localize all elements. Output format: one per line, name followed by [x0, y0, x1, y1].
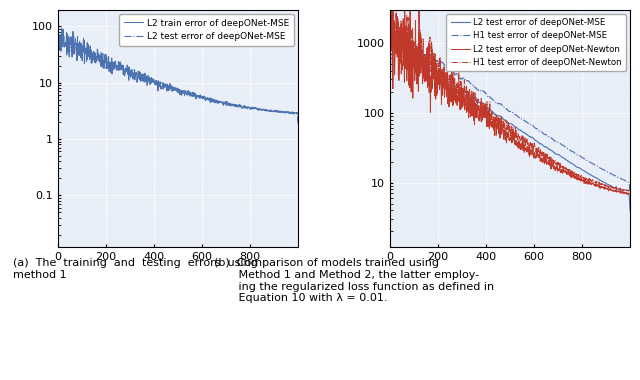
Legend: L2 train error of deepONet-MSE, L2 test error of deepONet-MSE: L2 train error of deepONet-MSE, L2 test … — [119, 14, 294, 46]
H1 test error of deepONet-Newton — [411, 58, 419, 62]
L2 test error of deepONet-MSE — [54, 56, 61, 61]
L2 train error of deepONet-MSE — [293, 111, 301, 116]
Line: L2 test error of deepONet-Newton: L2 test error of deepONet-Newton — [390, 6, 630, 194]
H1 test error of deepONet-Newton — [388, 2, 396, 6]
L2 test error of deepONet-MSE — [492, 112, 500, 117]
L2 test error of deepONet-MSE — [241, 105, 249, 109]
L2 test error of deepONet-Newton — [386, 77, 394, 82]
L2 test error of deepONet-MSE — [160, 82, 168, 87]
L2 test error of deepONet-Newton — [551, 168, 559, 173]
H1 test error of deepONet-Newton — [386, 5, 394, 10]
L2 test error of deepONet-Newton — [573, 177, 581, 182]
H1 test error of deepONet-MSE — [411, 40, 419, 44]
Legend: L2 test error of deepONet-MSE, H1 test error of deepONet-MSE, L2 test error of d: L2 test error of deepONet-MSE, H1 test e… — [447, 14, 626, 71]
L2 train error of deepONet-MSE — [241, 106, 249, 111]
L2 test error of deepONet-MSE — [578, 167, 586, 172]
L2 test error of deepONet-MSE — [388, 37, 396, 42]
Line: L2 train error of deepONet-MSE: L2 train error of deepONet-MSE — [58, 24, 298, 114]
L2 train error of deepONet-MSE — [246, 105, 253, 109]
H1 test error of deepONet-Newton — [573, 174, 581, 179]
L2 test error of deepONet-MSE — [246, 105, 253, 110]
H1 test error of deepONet-MSE — [578, 155, 586, 160]
H1 test error of deepONet-Newton — [492, 115, 500, 120]
Text: (a)  The  training  and  testing  errors  using
method 1: (a) The training and testing errors usin… — [13, 258, 257, 280]
H1 test error of deepONet-Newton — [623, 189, 630, 193]
L2 test error of deepONet-MSE — [386, 64, 394, 68]
L2 test error of deepONet-MSE — [294, 123, 302, 128]
L2 test error of deepONet-MSE — [79, 49, 86, 54]
L2 train error of deepONet-MSE — [219, 101, 227, 106]
H1 test error of deepONet-Newton — [551, 158, 559, 163]
L2 test error of deepONet-Newton — [623, 192, 630, 196]
Line: L2 test error of deepONet-MSE: L2 test error of deepONet-MSE — [58, 41, 298, 125]
L2 train error of deepONet-MSE — [294, 111, 302, 115]
H1 test error of deepONet-Newton — [578, 174, 586, 179]
L2 test error of deepONet-Newton — [388, 4, 396, 9]
L2 test error of deepONet-Newton — [492, 118, 500, 122]
L2 test error of deepONet-MSE — [219, 100, 227, 104]
L2 test error of deepONet-Newton — [411, 65, 419, 70]
Text: (b)  Comparison of models trained using
       Method 1 and Method 2, the latter: (b) Comparison of models trained using M… — [214, 258, 495, 303]
L2 test error of deepONet-Newton — [483, 124, 491, 129]
H1 test error of deepONet-Newton — [627, 188, 634, 193]
Line: L2 test error of deepONet-MSE: L2 test error of deepONet-MSE — [390, 40, 630, 211]
H1 test error of deepONet-MSE — [492, 100, 500, 104]
H1 test error of deepONet-MSE — [627, 196, 634, 201]
L2 train error of deepONet-MSE — [54, 22, 61, 26]
L2 train error of deepONet-MSE — [78, 59, 86, 63]
L2 test error of deepONet-Newton — [627, 191, 634, 196]
H1 test error of deepONet-Newton — [483, 108, 491, 113]
H1 test error of deepONet-MSE — [386, 52, 394, 56]
L2 test error of deepONet-MSE — [551, 151, 559, 156]
L2 test error of deepONet-MSE — [483, 106, 491, 110]
H1 test error of deepONet-MSE — [573, 153, 581, 157]
L2 test error of deepONet-MSE — [58, 38, 65, 43]
L2 train error of deepONet-MSE — [151, 79, 159, 84]
L2 test error of deepONet-MSE — [151, 79, 159, 83]
H1 test error of deepONet-MSE — [388, 25, 396, 30]
H1 test error of deepONet-MSE — [551, 139, 559, 144]
L2 test error of deepONet-MSE — [411, 52, 419, 57]
L2 test error of deepONet-MSE — [573, 165, 581, 170]
L2 test error of deepONet-MSE — [627, 208, 634, 213]
Line: H1 test error of deepONet-MSE: H1 test error of deepONet-MSE — [390, 27, 630, 198]
Line: H1 test error of deepONet-Newton: H1 test error of deepONet-Newton — [390, 4, 630, 191]
H1 test error of deepONet-MSE — [483, 93, 491, 98]
L2 test error of deepONet-Newton — [578, 177, 586, 182]
L2 train error of deepONet-MSE — [159, 86, 167, 91]
